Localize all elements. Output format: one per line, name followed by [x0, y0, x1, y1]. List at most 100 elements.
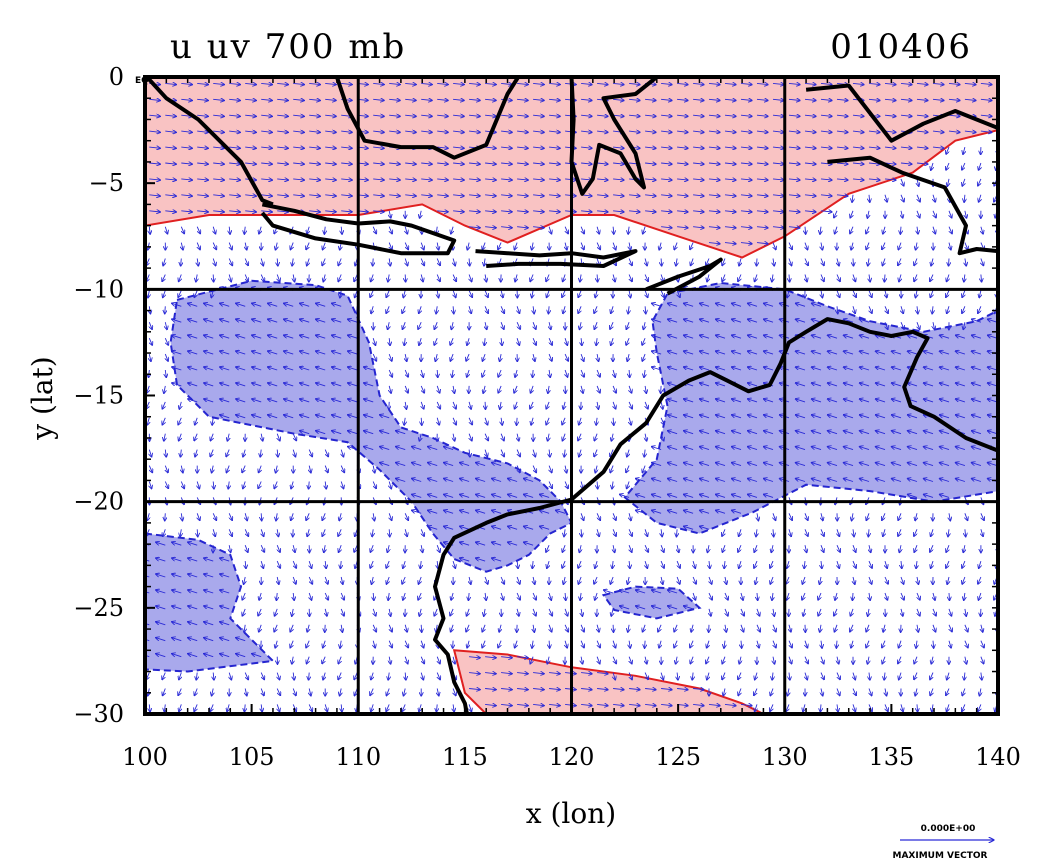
wind-vector — [740, 83, 752, 84]
wind-vector — [645, 640, 646, 649]
wind-vector — [898, 242, 901, 250]
wind-vector — [181, 211, 192, 212]
wind-vector — [453, 640, 454, 649]
wind-vector — [836, 195, 848, 196]
wind-vector — [165, 83, 176, 84]
wind-vector — [804, 115, 816, 116]
wind-vector — [453, 131, 464, 132]
wind-vector — [389, 210, 391, 219]
wind-vector — [532, 242, 534, 251]
wind-vector — [389, 258, 390, 267]
wind-vector — [964, 99, 976, 100]
wind-vector — [597, 274, 598, 283]
chart-title-right: 010406 — [830, 27, 972, 67]
wind-vector — [978, 178, 981, 186]
wind-vector — [708, 227, 720, 228]
wind-vector — [740, 179, 752, 180]
wind-vector — [708, 195, 720, 196]
wind-vector — [213, 83, 224, 84]
wind-vector — [946, 162, 949, 170]
wind-vector — [245, 83, 256, 84]
wind-vector — [309, 115, 320, 116]
wind-vector — [900, 147, 912, 148]
wind-vector — [789, 242, 792, 250]
wind-vector — [389, 115, 400, 116]
wind-vector — [309, 179, 320, 180]
wind-vector — [549, 131, 560, 132]
wind-vector — [884, 115, 896, 116]
wind-vector — [820, 115, 832, 116]
wind-vector — [277, 115, 288, 116]
wind-vector — [245, 99, 256, 100]
wind-vector — [804, 83, 816, 84]
wind-vector — [820, 226, 821, 235]
wind-vector — [421, 179, 432, 180]
wind-vector — [581, 147, 592, 148]
wind-vector — [661, 179, 672, 180]
wind-vector — [533, 99, 544, 100]
wind-vector — [836, 99, 848, 100]
wind-vector — [852, 163, 864, 164]
wind-vector — [884, 179, 896, 180]
wind-vector — [405, 258, 408, 267]
wind-vector — [901, 194, 904, 202]
wind-vector — [914, 258, 917, 266]
wind-vector — [677, 83, 688, 84]
wind-vector — [485, 211, 496, 212]
wind-vector — [293, 274, 294, 283]
wind-vector — [197, 226, 200, 234]
wind-vector — [900, 163, 912, 164]
wind-vector — [931, 258, 933, 267]
wind-vector — [948, 83, 960, 84]
wind-vector — [261, 211, 272, 212]
wind-vector — [724, 147, 736, 148]
wind-vector — [740, 195, 752, 196]
wind-vector — [322, 242, 325, 250]
wind-vector — [245, 163, 256, 164]
wind-vector — [437, 131, 448, 132]
wind-vector — [613, 226, 614, 235]
wind-vector — [149, 115, 160, 116]
wind-vector — [453, 163, 464, 164]
wind-vector — [373, 83, 384, 84]
wind-vector — [916, 163, 928, 164]
wind-vector — [772, 131, 784, 132]
wind-vector — [884, 163, 896, 164]
wind-vector — [933, 210, 936, 218]
wind-vector — [756, 131, 768, 132]
wind-vector — [533, 195, 544, 196]
wind-vector — [901, 210, 903, 219]
wind-vector — [517, 131, 528, 132]
wind-vector — [388, 274, 389, 283]
wind-vector — [690, 242, 693, 250]
wind-vector — [836, 131, 848, 132]
wind-vector — [629, 369, 630, 378]
wind-vector — [708, 211, 720, 212]
wind-vector — [309, 195, 320, 196]
wind-vector — [323, 274, 325, 283]
wind-vector — [307, 258, 310, 267]
wind-vector — [549, 163, 560, 164]
wind-vector — [932, 147, 944, 148]
y-axis-title: y (lat) — [26, 356, 59, 440]
wind-vector — [677, 195, 688, 196]
wind-vector — [213, 195, 224, 196]
wind-vector — [533, 83, 544, 84]
wind-vector — [453, 147, 464, 148]
wind-vector — [421, 163, 432, 164]
wind-vector — [371, 274, 374, 282]
wind-vector — [389, 163, 400, 164]
wind-vector — [517, 227, 528, 228]
wind-vector — [197, 83, 208, 84]
wind-vector — [788, 179, 800, 180]
wind-vector — [229, 226, 230, 235]
wind-vector — [165, 115, 176, 116]
y-tick-label: −5 — [89, 169, 124, 197]
wind-vector — [693, 147, 704, 148]
wind-vector — [965, 210, 967, 219]
wind-vector — [916, 242, 918, 251]
wind-vector — [756, 147, 768, 148]
wind-vector — [645, 163, 656, 164]
wind-vector — [581, 115, 592, 116]
wind-vector — [949, 210, 952, 218]
